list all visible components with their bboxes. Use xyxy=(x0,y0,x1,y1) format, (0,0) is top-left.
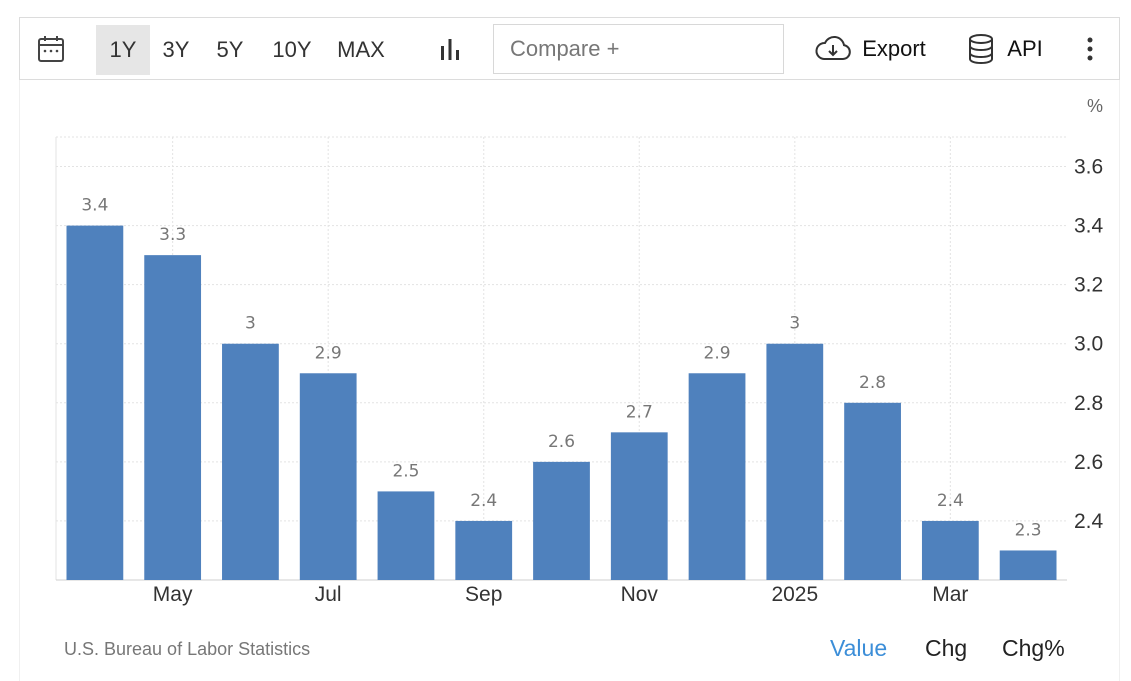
x-tick-label: May xyxy=(153,583,193,606)
y-tick-label: 3.0 xyxy=(1074,333,1103,356)
bar[interactable] xyxy=(610,432,668,580)
bar[interactable] xyxy=(299,373,357,580)
bar-data-label: 2.9 xyxy=(315,343,342,363)
bar-data-label: 2.6 xyxy=(548,432,575,452)
y-tick-label: 2.4 xyxy=(1074,510,1104,533)
x-tick-label: Jul xyxy=(315,583,342,606)
bar-data-label: 3 xyxy=(789,314,800,334)
range-max-button[interactable]: MAX xyxy=(337,37,385,62)
chart-panel xyxy=(19,80,1120,681)
bar[interactable] xyxy=(999,550,1057,580)
bar-data-label: 2.5 xyxy=(392,461,419,481)
bar[interactable] xyxy=(921,520,979,580)
mode-chg-button[interactable]: Chg xyxy=(925,635,968,661)
bar[interactable] xyxy=(222,343,279,580)
x-tick-label: Mar xyxy=(932,583,968,606)
api-button[interactable]: API xyxy=(960,18,1050,79)
y-axis-unit-label: % xyxy=(1087,96,1103,116)
x-axis-ticks: May Jul Sep Nov 2025 Mar xyxy=(153,583,969,606)
data-source-label: U.S. Bureau of Labor Statistics xyxy=(64,639,311,659)
more-options-icon[interactable] xyxy=(1075,18,1105,79)
y-tick-label: 2.8 xyxy=(1074,392,1103,415)
mode-value-button[interactable]: Value xyxy=(830,635,888,661)
y-axis-ticks: 2.4 2.6 2.8 3.0 3.2 3.4 3.6 xyxy=(1074,156,1104,533)
chart-toolbar: 1Y 3Y 5Y 10Y MAX Export API xyxy=(19,17,1120,80)
chart-type-icon[interactable] xyxy=(430,18,470,79)
mode-chg-percent-button[interactable]: Chg% xyxy=(1002,635,1065,661)
bar-data-label: 3 xyxy=(245,314,256,334)
y-tick-label: 2.6 xyxy=(1074,451,1103,474)
range-1y-button[interactable]: 1Y xyxy=(96,25,150,75)
bar-data-label: 3.4 xyxy=(81,196,108,216)
bar[interactable] xyxy=(688,373,746,580)
bar[interactable] xyxy=(766,343,824,580)
bar[interactable] xyxy=(533,461,590,580)
bar-data-label: 2.8 xyxy=(859,373,886,393)
y-tick-label: 3.4 xyxy=(1074,215,1104,238)
x-tick-label: 2025 xyxy=(771,583,818,606)
bar-data-label: 3.3 xyxy=(159,225,186,245)
bar-chart: 3.43.332.92.52.42.62.72.932.82.42.3 2.42… xyxy=(55,96,1104,606)
y-tick-label: 3.6 xyxy=(1074,156,1103,179)
y-tick-label: 3.2 xyxy=(1074,274,1103,297)
export-button[interactable]: Export xyxy=(810,18,930,79)
range-5y-button[interactable]: 5Y xyxy=(216,37,244,62)
api-label: API xyxy=(1007,35,1043,61)
bar[interactable] xyxy=(844,402,901,580)
bar[interactable] xyxy=(377,491,435,580)
bar[interactable] xyxy=(66,225,124,580)
database-icon xyxy=(969,33,994,64)
data-labels: 3.4 3.3 3 2.9 2.5 2.4 2.6 2.7 2.9 3 2.8 2.4 2.3 xyxy=(81,196,1041,541)
bar-data-label: 2.9 xyxy=(704,343,731,363)
export-label: Export xyxy=(862,35,926,61)
bars xyxy=(66,225,1057,580)
range-3y-button[interactable]: 3Y xyxy=(162,37,190,62)
bar-data-label: 2.7 xyxy=(626,402,653,422)
compare-input[interactable] xyxy=(493,24,784,74)
bar[interactable] xyxy=(455,520,513,580)
bar-data-label: 2.3 xyxy=(1015,520,1042,540)
calendar-icon[interactable] xyxy=(32,18,70,79)
x-tick-label: Nov xyxy=(621,583,659,606)
bar-data-label: 2.4 xyxy=(937,491,964,511)
range-10y-button[interactable]: 10Y xyxy=(272,37,312,62)
bar-data-label: 2.4 xyxy=(470,491,497,511)
bar[interactable] xyxy=(144,255,202,580)
cloud-download-icon xyxy=(815,35,852,60)
x-tick-label: Sep xyxy=(465,583,502,606)
